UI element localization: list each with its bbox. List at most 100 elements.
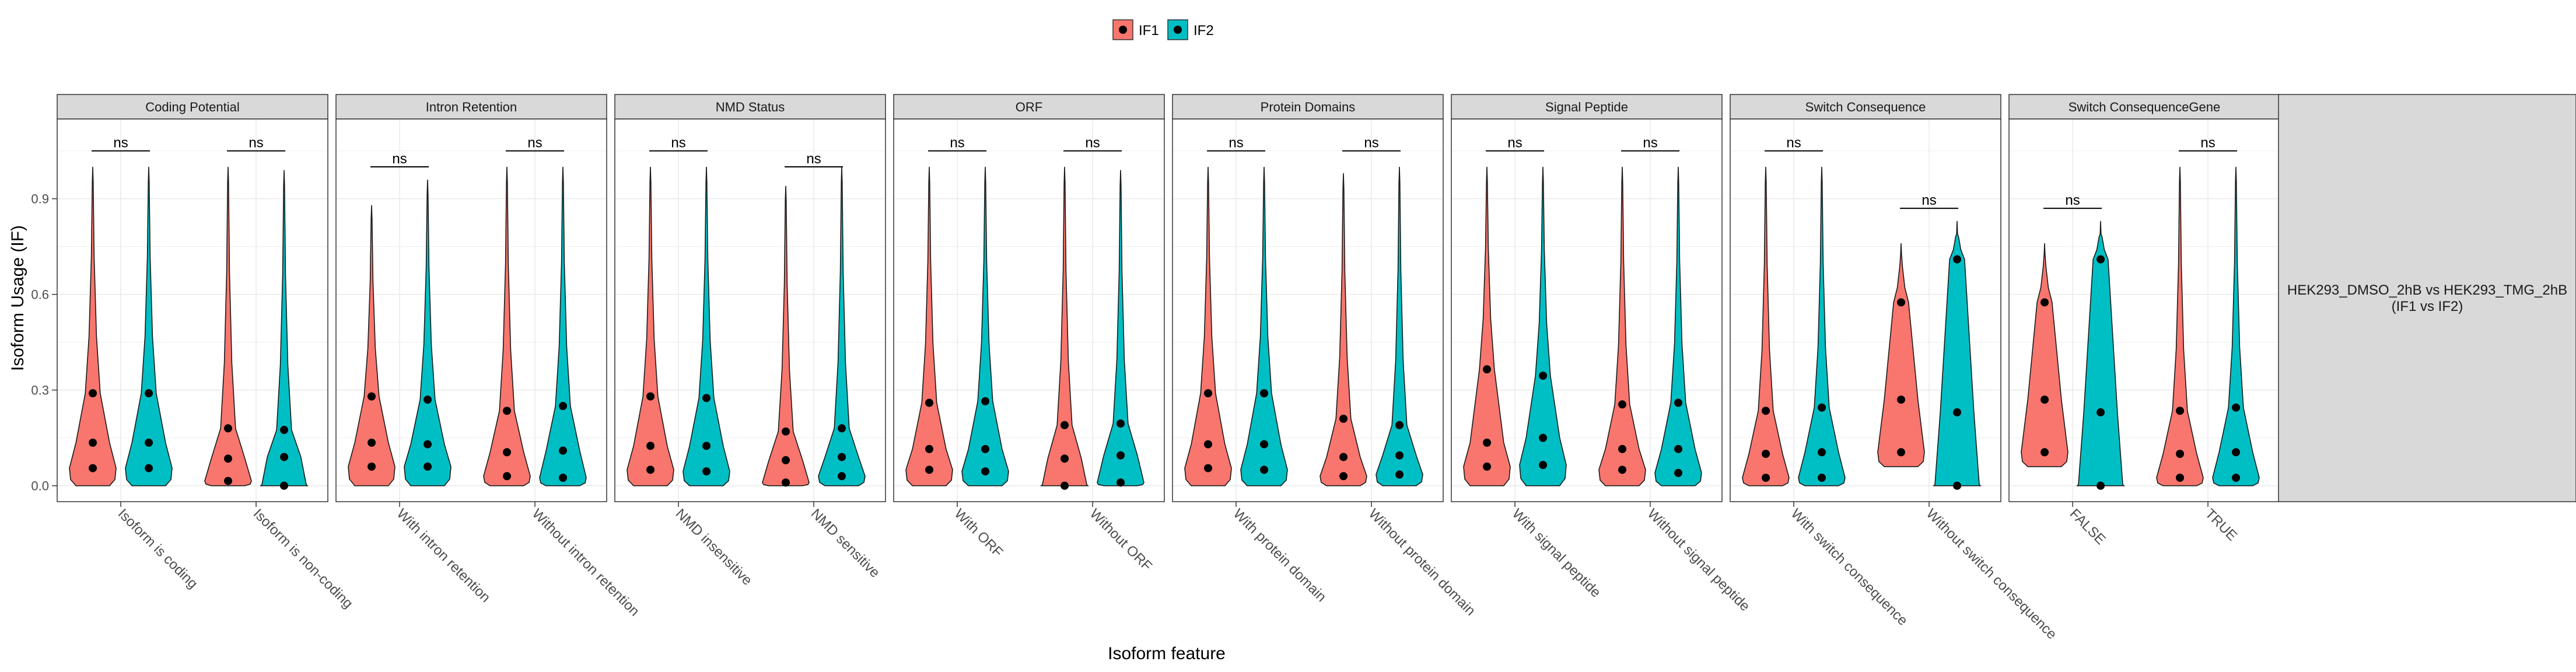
quantile-point bbox=[1953, 481, 1962, 490]
facet-panel: Intron Retention ns With intron retention n… bbox=[335, 94, 643, 620]
y-tick-label: 0.6 bbox=[31, 288, 49, 302]
quantile-point bbox=[2096, 481, 2105, 490]
facet-panel: Switch ConsequenceGene ns FALSE ns TRUE bbox=[2008, 94, 2280, 548]
y-tick-label: 0.3 bbox=[31, 383, 49, 398]
quantile-point bbox=[2041, 298, 2049, 307]
quantile-point bbox=[1260, 466, 1269, 474]
quantile-point bbox=[1618, 444, 1627, 453]
quantile-point bbox=[1060, 454, 1069, 463]
quantile-point bbox=[368, 438, 376, 447]
quantile-point bbox=[782, 456, 790, 464]
quantile-point bbox=[2041, 396, 2049, 404]
facet-strip bbox=[893, 94, 1165, 120]
quantile-point bbox=[280, 426, 289, 434]
y-tick-label: 0.9 bbox=[31, 192, 49, 206]
violin-if1 bbox=[905, 166, 953, 487]
y-tick-label: 0.0 bbox=[31, 479, 49, 494]
quantile-point bbox=[925, 398, 934, 407]
quantile-point bbox=[1116, 451, 1125, 460]
quantile-point bbox=[1339, 453, 1348, 461]
quantile-point bbox=[89, 438, 97, 447]
quantile-point bbox=[1674, 468, 1683, 477]
quantile-point bbox=[981, 397, 990, 405]
facet-panel: Coding Potential ns Isoform is coding ns Iso… bbox=[57, 94, 356, 611]
facet-strip bbox=[614, 94, 886, 120]
quantile-point bbox=[145, 438, 153, 447]
x-axis-title: Isoform feature bbox=[1108, 644, 1226, 663]
x-tick-label: Without intron retention bbox=[529, 506, 643, 620]
facet-title: Signal Peptide bbox=[1545, 100, 1628, 114]
violin-if2 bbox=[1798, 166, 1846, 487]
x-tick-label: With intron retention bbox=[394, 506, 494, 606]
quantile-point bbox=[702, 467, 711, 476]
quantile-point bbox=[2096, 255, 2105, 264]
panel-border bbox=[1451, 118, 1723, 502]
significance-label: ns bbox=[806, 151, 821, 167]
panel-border bbox=[57, 118, 328, 502]
violin-if2 bbox=[404, 179, 452, 487]
quantile-point bbox=[925, 466, 934, 474]
facet-title: ORF bbox=[1016, 100, 1042, 114]
quantile-point bbox=[1060, 421, 1069, 429]
quantile-point bbox=[1539, 372, 1548, 380]
quantile-point bbox=[782, 478, 790, 487]
facet-strip bbox=[57, 94, 328, 120]
quantile-point bbox=[1204, 389, 1213, 398]
quantile-point bbox=[1953, 408, 1962, 416]
violin-if2 bbox=[1376, 166, 1423, 487]
quantile-point bbox=[89, 464, 97, 473]
violin-if2 bbox=[539, 166, 587, 487]
facet-strip bbox=[1172, 94, 1444, 120]
quantile-point bbox=[2041, 448, 2049, 457]
x-tick-label: Without switch consequence bbox=[1923, 506, 2060, 642]
violin-if1 bbox=[2156, 166, 2204, 487]
quantile-point bbox=[1674, 444, 1683, 453]
y-axis: 0.0 0.3 0.6 0.9 bbox=[31, 192, 57, 494]
significance-label: ns bbox=[527, 135, 542, 151]
x-tick-label: With switch consequence bbox=[1788, 506, 1911, 629]
quantile-point bbox=[1483, 365, 1492, 374]
facet-title: Switch ConsequenceGene bbox=[2068, 100, 2221, 114]
quantile-point bbox=[1060, 481, 1069, 490]
quantile-point bbox=[1762, 407, 1770, 415]
violin-if2 bbox=[818, 166, 866, 487]
quantile-point bbox=[424, 396, 432, 404]
quantile-point bbox=[981, 467, 990, 476]
quantile-point bbox=[2096, 408, 2105, 416]
violin-if2 bbox=[1519, 166, 1567, 487]
facet-title: Intron Retention bbox=[426, 100, 517, 114]
quantile-point bbox=[368, 392, 376, 401]
significance-label: ns bbox=[671, 135, 685, 151]
violin-if1 bbox=[2021, 243, 2068, 467]
violin-if1 bbox=[483, 166, 531, 487]
row-strip-background bbox=[2278, 94, 2576, 502]
quantile-point bbox=[838, 453, 846, 461]
quantile-point bbox=[224, 477, 233, 485]
quantile-point bbox=[145, 389, 153, 398]
legend-point bbox=[1174, 26, 1182, 34]
quantile-point bbox=[838, 424, 846, 433]
quantile-point bbox=[1618, 466, 1627, 474]
legend-label-if2: IF2 bbox=[1194, 23, 1214, 38]
quantile-point bbox=[925, 444, 934, 453]
quantile-point bbox=[1395, 421, 1404, 429]
panel-border bbox=[1172, 118, 1444, 502]
violin-if2 bbox=[1240, 166, 1288, 487]
violin-if1 bbox=[1598, 166, 1646, 487]
facet-panel: ORF ns With ORF ns Without ORF bbox=[893, 94, 1165, 574]
violin-if1 bbox=[1742, 166, 1790, 487]
x-tick-label: With ORF bbox=[951, 506, 1006, 561]
significance-label: ns bbox=[1364, 135, 1378, 151]
quantile-point bbox=[646, 466, 655, 474]
quantile-point bbox=[1204, 440, 1213, 449]
y-axis-title: Isoform Usage (IF) bbox=[8, 225, 27, 371]
quantile-point bbox=[1953, 255, 1962, 264]
quantile-point bbox=[2232, 448, 2241, 457]
quantile-point bbox=[503, 448, 512, 457]
facet-title: NMD Status bbox=[716, 100, 785, 114]
quantile-point bbox=[1483, 438, 1492, 447]
significance-label: ns bbox=[1228, 135, 1243, 151]
violin-if2 bbox=[1654, 166, 1702, 487]
panels: Coding Potential ns Isoform is coding ns Iso… bbox=[57, 94, 2280, 642]
